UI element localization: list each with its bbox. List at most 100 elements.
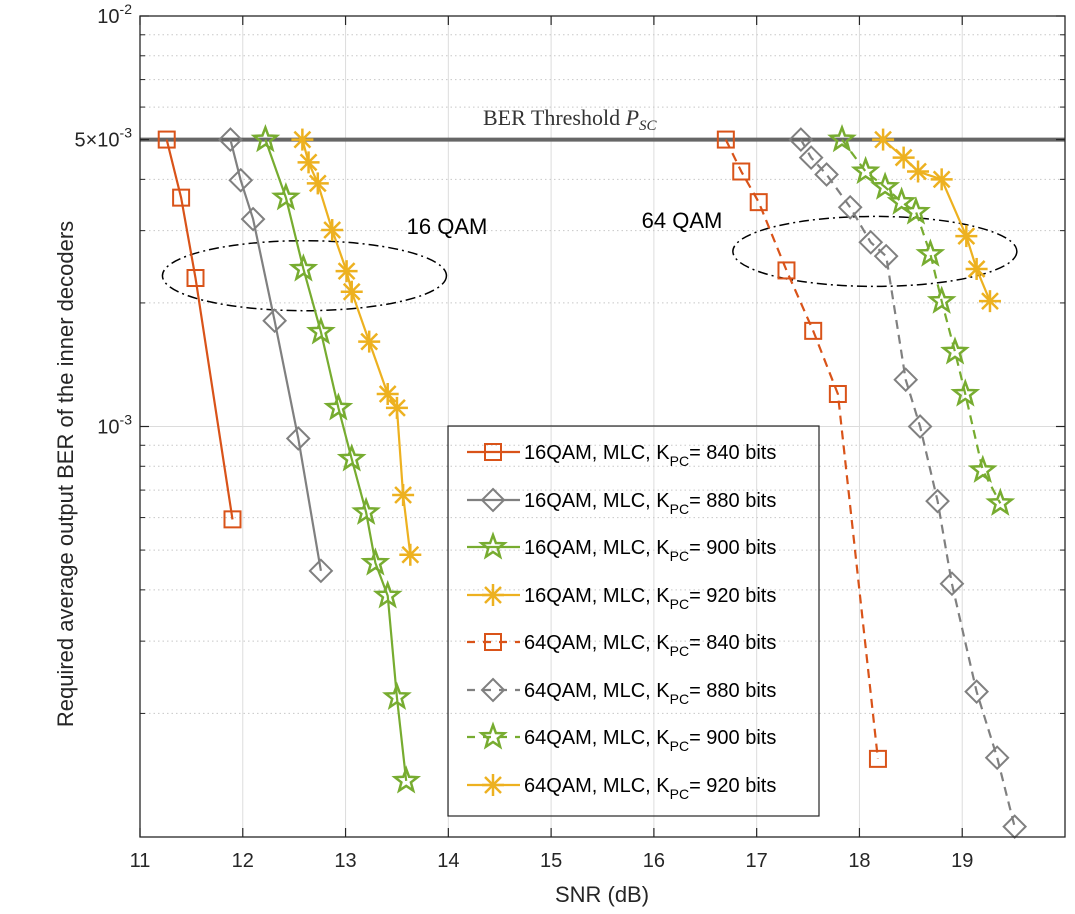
series-line — [724, 139, 879, 760]
series-line — [165, 139, 234, 520]
data-point — [984, 745, 1010, 771]
x-tick-label: 13 — [334, 850, 356, 872]
asterisk-stroke — [342, 282, 361, 301]
x-tick-label: 15 — [540, 850, 562, 872]
series-line — [264, 139, 408, 782]
data-point — [967, 454, 998, 483]
asterisk-stroke — [874, 130, 892, 149]
asterisk-stroke — [981, 292, 999, 311]
x-tick-label: 14 — [437, 850, 459, 872]
legend: 16QAM, MLC, KPC= 840 bits 16QAM, MLC, KPC… — [447, 425, 820, 817]
data-point — [873, 243, 899, 269]
annotation-16qam: 16 QAM — [407, 214, 488, 239]
legend-item: 64QAM, MLC, KPC= 900 bits — [467, 721, 776, 754]
data-point — [798, 145, 824, 170]
data-point — [732, 162, 751, 181]
y-tick-label: 10-3 — [97, 412, 132, 439]
data-point — [872, 128, 895, 151]
data-point — [858, 229, 884, 255]
legend-item: 16QAM, MLC, KPC= 840 bits — [467, 442, 776, 469]
data-point — [288, 253, 319, 282]
series-6 — [827, 124, 1016, 516]
data-point — [814, 162, 839, 187]
annotation-64qam: 64 QAM — [642, 208, 723, 233]
legend-label: 64QAM, MLC, KPC= 900 bits — [524, 727, 776, 754]
data-point — [925, 488, 950, 514]
series-1 — [218, 127, 334, 584]
data-point — [915, 238, 946, 267]
data-point — [926, 285, 957, 314]
asterisk-stroke — [394, 486, 412, 504]
data-point — [262, 308, 288, 334]
data-point — [391, 765, 422, 794]
asterisk-stroke — [360, 332, 379, 351]
legend-item: 16QAM, MLC, KPC= 880 bits — [467, 487, 776, 517]
data-point — [358, 330, 381, 353]
data-point — [893, 367, 919, 393]
legend-label: 64QAM, MLC, KPC= 840 bits — [524, 632, 776, 659]
legend-marker — [484, 633, 502, 651]
data-point — [978, 290, 1001, 313]
data-point — [323, 392, 354, 421]
x-tick-label: 12 — [232, 850, 254, 872]
data-point — [828, 384, 847, 403]
ellipse-64qam — [732, 215, 1018, 288]
y-ticks: 10-2 5×10-3 10-3 — [74, 1, 1065, 714]
data-point — [157, 130, 176, 149]
y-tick-label: 10-2 — [97, 1, 132, 28]
series-4 — [716, 130, 887, 768]
asterisk-stroke — [484, 586, 502, 604]
data-point — [939, 571, 965, 597]
legend-item: 16QAM, MLC, KPC= 900 bits — [467, 531, 776, 564]
data-point — [985, 487, 1016, 516]
data-point — [382, 681, 412, 710]
asterisk-stroke — [293, 130, 312, 149]
data-point — [749, 193, 768, 212]
y-tick-label: 5×10-3 — [74, 125, 132, 152]
data-point — [716, 130, 735, 149]
data-point — [306, 316, 336, 345]
asterisk-stroke — [299, 153, 318, 172]
legend-marker — [480, 487, 506, 513]
data-point — [940, 336, 970, 365]
data-point — [392, 483, 415, 506]
asterisk-stroke — [894, 148, 913, 167]
data-point — [372, 580, 403, 609]
data-point — [777, 261, 796, 280]
annotations: 16 QAM 64 QAM — [161, 208, 1018, 312]
data-point — [228, 167, 254, 193]
legend-label: 64QAM, MLC, KPC= 920 bits — [524, 775, 776, 802]
x-tick-label: 16 — [643, 850, 665, 872]
legend-label: 16QAM, MLC, KPC= 900 bits — [524, 537, 776, 564]
data-point — [385, 396, 408, 419]
y-axis-label: Required average output BER of the inner… — [53, 221, 78, 727]
data-point — [335, 260, 358, 283]
data-point — [218, 127, 243, 152]
data-point — [955, 225, 978, 248]
threshold-label-subscript: SC — [639, 118, 658, 134]
data-point — [291, 128, 314, 151]
asterisk-stroke — [932, 170, 951, 189]
data-point — [788, 127, 814, 152]
data-point — [399, 543, 422, 566]
data-point — [321, 219, 344, 242]
data-point — [827, 124, 857, 153]
legend-item: 16QAM, MLC, KPC= 920 bits — [467, 584, 776, 612]
legend-item: 64QAM, MLC, KPC= 840 bits — [467, 632, 776, 659]
data-point — [240, 206, 266, 232]
asterisk-stroke — [967, 260, 986, 278]
data-point — [360, 547, 391, 576]
data-point — [964, 679, 990, 705]
data-point — [886, 186, 917, 215]
data-point — [336, 443, 367, 472]
data-point — [901, 196, 931, 225]
data-point — [271, 181, 301, 211]
legend-marker — [478, 721, 508, 750]
asterisk-stroke — [323, 221, 342, 239]
series-2 — [250, 124, 422, 794]
data-point — [950, 378, 981, 407]
data-point — [850, 155, 881, 185]
data-point — [907, 160, 930, 183]
